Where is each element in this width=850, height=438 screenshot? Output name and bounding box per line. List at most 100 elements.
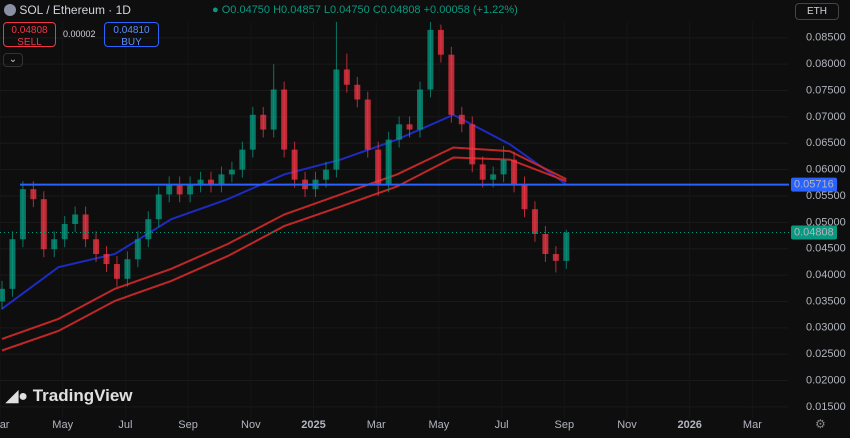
candle-body [469,124,476,165]
candle-body [61,223,68,240]
hline-label: 0.05716 [794,179,834,191]
candle-body [375,149,382,185]
ohlc-high: H0.04857 [273,4,321,16]
candle-body [208,179,214,185]
x-tick-label: Jul [495,419,509,431]
candle-body [354,84,361,100]
buy-button[interactable]: 0.04810 BUY [104,22,159,48]
candle-body [500,159,507,175]
spread: 0.00002 [63,29,96,39]
y-tick-label: 0.03500 [806,295,846,307]
candle-body [427,29,434,90]
candle-body [218,174,225,185]
brand-name: TradingView [32,386,133,405]
x-tick-label: May [429,419,450,431]
candle-body [9,239,16,289]
last-price-label: 0.04808 [794,226,834,238]
candle-body [93,239,100,255]
ohlc-low: L0.04750 [323,4,370,16]
candle-body [155,194,162,220]
candle-body [270,89,277,130]
symbol-icon [4,4,16,16]
collapse-button[interactable]: ⌄ [3,53,23,67]
y-tick-label: 0.08500 [806,32,846,44]
y-tick-label: 0.06500 [806,137,846,149]
x-tick-label: Jul [118,419,132,431]
candle-body [385,139,392,185]
candle-body [291,149,298,180]
currency-button[interactable]: ETH [795,3,839,20]
candle-body [511,159,518,185]
y-tick-label: 0.04500 [806,243,846,255]
candle-body [166,184,173,195]
candle-body [552,254,559,261]
candle-body [197,179,204,185]
indicator-line [1,156,567,352]
x-tick-label: Sep [178,419,198,431]
ohlc-change: +0.00058 (+1.22%) [423,4,518,16]
candle-body [364,99,371,150]
y-tick-label: 0.02000 [806,374,846,386]
candle-body [239,149,246,170]
candle-body [113,264,120,279]
brand-logo: ◢● [6,388,28,405]
candle-body [396,124,403,140]
ohlc-row: ● O0.04750 H0.04857 L0.04750 C0.04808 +0… [212,4,518,16]
candle-body [448,54,455,115]
candle-body [124,259,131,279]
candle-body [134,239,141,260]
candle-body [51,239,58,250]
settings-icon[interactable]: ⚙ [815,417,826,431]
x-tick-label: Nov [617,419,637,431]
sell-price: 0.04808 [11,25,48,36]
candle-body [437,29,444,55]
candle-body [531,209,538,234]
sell-button[interactable]: 0.04808 SELL [3,22,56,48]
candle-body [417,89,423,130]
x-tick-label: 2026 [677,419,701,431]
y-tick-label: 0.02500 [806,348,846,360]
candle-body [82,214,89,240]
buy-price: 0.04810 [113,25,150,36]
candle-body [406,124,413,130]
y-tick-label: 0.05000 [806,216,846,228]
x-tick-label: Mar [367,419,386,431]
y-tick-label: 0.03000 [806,322,846,334]
status-dot: ● [212,4,219,16]
sell-label: SELL [17,37,42,48]
x-tick-label: Nov [241,419,261,431]
buy-label: BUY [121,37,142,48]
candle-body [72,214,79,224]
candle-body [103,254,110,265]
y-tick-label: 0.07000 [806,111,846,123]
candle-body [0,288,5,302]
candle-body [458,114,465,125]
candle-body [281,89,288,150]
candle-body [343,69,350,85]
price-axis-bg [789,0,850,438]
candle-body [187,184,194,195]
x-tick-label: May [52,419,73,431]
symbol-row: SOL / Ethereum · 1D [4,3,131,17]
x-tick-label: Sep [555,419,575,431]
symbol[interactable]: SOL / Ethereum · 1D [19,3,131,17]
candle-body [521,184,528,210]
candle-body [176,184,183,195]
brand: ◢● TradingView [6,386,133,406]
candle-body [249,114,256,150]
candle-body [19,189,26,240]
ohlc-close: C0.04808 [372,4,421,16]
x-tick-label: Mar [0,419,10,431]
candle-body [490,174,497,180]
hline-label-bg [791,177,837,192]
candle-body [563,232,570,261]
candle-body [145,219,152,240]
y-tick-label: 0.06000 [806,164,846,176]
candle-body [322,169,329,180]
candle-body [30,189,37,200]
candle-body [333,69,340,170]
y-tick-label: 0.01500 [806,401,846,413]
x-tick-label: Mar [743,419,762,431]
